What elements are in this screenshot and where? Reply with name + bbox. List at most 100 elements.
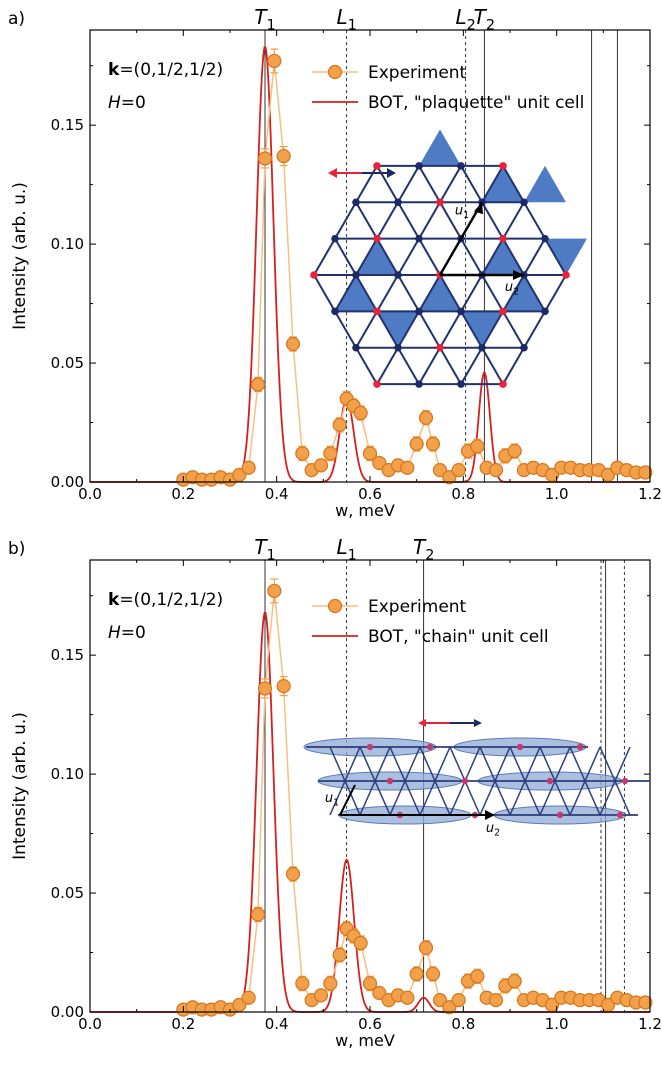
- lattice-site: [373, 234, 381, 243]
- lattice-bond: [449, 780, 466, 816]
- lattice-bond: [439, 201, 462, 240]
- y-tick-label: 0.00: [51, 1003, 84, 1021]
- lattice-bond: [449, 746, 466, 782]
- lattice-bond: [523, 274, 546, 312]
- lattice-bond: [344, 746, 361, 782]
- lattice-site: [457, 380, 465, 388]
- x-axis-title: w, meV: [335, 501, 395, 520]
- lattice-bond: [479, 746, 496, 782]
- data-point: [600, 997, 616, 1012]
- data-point: [267, 583, 282, 599]
- data-point: [451, 993, 466, 1008]
- lattice-bond: [374, 780, 391, 816]
- lattice-bond: [502, 274, 525, 312]
- lattice-bond: [494, 746, 511, 782]
- lattice-bond: [376, 310, 399, 349]
- lattice-bond: [614, 780, 631, 816]
- lattice-bond: [460, 347, 483, 385]
- lattice-bond: [439, 347, 462, 385]
- arrowhead: [485, 810, 495, 820]
- lattice-site: [499, 380, 507, 388]
- lattice-site: [415, 234, 423, 243]
- vector-u1: [339, 784, 356, 816]
- x-tick-label: 0.6: [358, 485, 382, 503]
- lattice-bond: [481, 310, 504, 349]
- lattice-bond: [355, 165, 378, 203]
- shaded-triangle: [482, 165, 524, 203]
- lattice-bond: [418, 165, 441, 203]
- data-point: [257, 681, 273, 696]
- lattice-bond: [397, 274, 420, 312]
- x-tick-label: 1.2: [638, 1015, 662, 1033]
- data-point: [276, 678, 291, 694]
- lattice-bond: [481, 347, 504, 385]
- mode-label: T2: [413, 535, 434, 564]
- x-tick-label: 0.4: [265, 485, 289, 503]
- lattice-bond: [509, 780, 526, 816]
- lattice-bond: [355, 347, 378, 385]
- lattice-bond: [554, 746, 571, 782]
- mode-label: L1: [337, 535, 357, 564]
- lattice-bond: [464, 780, 481, 816]
- lattice-site: [352, 271, 360, 279]
- lattice-site: [373, 307, 381, 316]
- y-tick-label: 0.15: [51, 116, 84, 134]
- lattice-site: [394, 271, 402, 279]
- data-point: [241, 460, 256, 475]
- lattice-bond: [329, 780, 346, 816]
- legend-label-theory: BOT, "plaquette" unit cell: [368, 93, 584, 113]
- mode-label: L1: [337, 5, 357, 34]
- lattice-bond: [523, 238, 546, 276]
- lattice-bond: [523, 310, 546, 349]
- lattice-bond: [524, 746, 541, 782]
- lattice-bond: [544, 274, 567, 312]
- data-point: [418, 410, 434, 425]
- lattice-bond: [374, 746, 391, 782]
- lattice-site: [415, 307, 423, 316]
- vector-u1: [438, 201, 484, 276]
- lattice-bond: [481, 201, 504, 240]
- lattice-site: [352, 343, 360, 352]
- shaded-triangle: [377, 311, 419, 348]
- data-point: [276, 148, 291, 164]
- lattice-bond: [599, 780, 616, 816]
- lattice-bond: [355, 310, 378, 349]
- lattice-bond: [502, 165, 525, 203]
- data-point: [470, 969, 485, 984]
- lattice-bond: [599, 746, 616, 782]
- annotation-k: k=(0,1/2,1/2): [108, 60, 223, 80]
- shaded-triangle: [356, 238, 398, 275]
- legend-marker-experiment: [327, 64, 343, 80]
- y-tick-label: 0.10: [51, 765, 84, 783]
- lattice-bond: [539, 746, 556, 782]
- data-point: [418, 940, 434, 955]
- data-point: [470, 439, 485, 454]
- x-tick-label: 0.8: [451, 485, 475, 503]
- x-tick-label: 1.0: [545, 1015, 569, 1033]
- data-point: [425, 966, 441, 982]
- lattice-site: [516, 743, 524, 751]
- label-u2: u2: [505, 280, 519, 298]
- lattice-bond: [397, 347, 420, 385]
- mode-label: T2: [474, 5, 495, 34]
- x-tick-label: 0.0: [78, 485, 102, 503]
- x-tick-label: 1.0: [545, 485, 569, 503]
- lattice-bond: [460, 274, 483, 312]
- lattice-site: [461, 777, 469, 785]
- x-tick-label: 0.2: [171, 485, 195, 503]
- lattice-bond: [418, 238, 441, 276]
- lattice-bond: [397, 165, 420, 203]
- lattice-bond: [344, 780, 361, 816]
- lattice-bond: [479, 780, 496, 816]
- x-tick-label: 0.2: [171, 1015, 195, 1033]
- data-point: [425, 436, 441, 452]
- lattice-bond: [418, 310, 441, 349]
- data-point: [488, 993, 504, 1008]
- lattice-bond: [460, 310, 483, 349]
- shaded-triangle: [545, 238, 587, 275]
- data-point: [267, 53, 282, 69]
- lattice-site: [546, 777, 554, 785]
- lattice-bond: [334, 238, 357, 276]
- y-tick-label: 0.00: [51, 473, 84, 491]
